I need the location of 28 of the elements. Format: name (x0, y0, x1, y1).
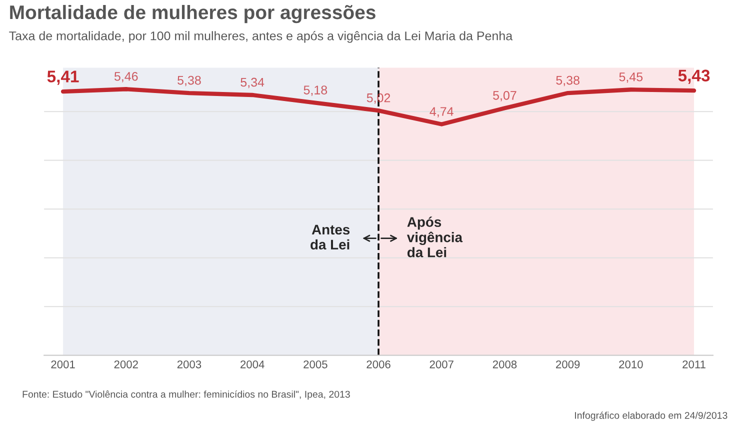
x-tick-label: 2010 (619, 360, 643, 368)
x-tick-label: 2004 (240, 360, 264, 368)
data-label: 5,34 (240, 78, 264, 88)
x-tick-label: 2006 (366, 360, 390, 368)
x-tick-label: 2009 (556, 360, 580, 368)
data-label: 5,02 (366, 93, 390, 104)
x-tick-label: 2001 (51, 360, 75, 368)
x-tick-label: 2003 (177, 360, 202, 368)
text: Infográfico elaborado em 24/9/2013 (575, 412, 728, 421)
data-label: 5,18 (304, 86, 328, 96)
data-label: 5,46 (114, 72, 138, 82)
chart-title: Mortalidade de mulheres por agressões (10, 4, 376, 24)
data-label: 5,38 (178, 76, 201, 86)
data-label: 5,45 (619, 72, 643, 83)
data-label: 5,41 (47, 70, 79, 85)
annotation: Após vigência da Lei (406, 216, 463, 258)
source-note: Fonte: Estudo "Violência contra a mulher: feminicídios no Brasil", Ipea, 2013 (22, 390, 350, 400)
data-label: 5,38 (556, 76, 580, 86)
chart-subtitle: Taxa de mortalidade, por 100 mil mulheres, antes e após a vigência da Lei Maria da Penha (9, 30, 513, 43)
x-tick-label: 2007 (430, 360, 454, 368)
data-label: 5,07 (493, 90, 516, 102)
data-label: 5,43 (678, 70, 710, 84)
x-tick-label: 2008 (492, 360, 517, 368)
x-tick-label: 2002 (114, 360, 138, 368)
x-tick-label: 2011 (682, 360, 706, 368)
x-tick-label: 2005 (304, 360, 328, 368)
data-label: 4,74 (430, 107, 454, 118)
annotation: Antes da Lei (310, 224, 350, 250)
